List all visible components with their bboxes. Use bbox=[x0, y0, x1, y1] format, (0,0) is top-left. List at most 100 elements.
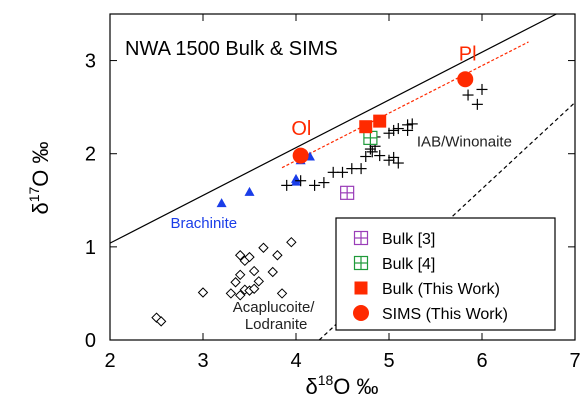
chart-title: NWA 1500 Bulk & SIMS bbox=[125, 38, 338, 60]
data-point-iab-winonaite bbox=[360, 151, 372, 163]
data-point-iab-winonaite bbox=[402, 124, 414, 136]
legend-label: SIMS (This Work) bbox=[382, 306, 508, 323]
data-point-iab-winonaite bbox=[281, 179, 293, 191]
data-point-sims-this-work bbox=[457, 71, 474, 88]
annotations: Brachinite IAB/Winonaite Acaplucoite/Lodra… bbox=[170, 44, 511, 333]
data-point-bulk-this-work bbox=[373, 114, 387, 128]
diamond-marker bbox=[230, 277, 241, 288]
diamond-marker bbox=[276, 288, 288, 299]
data-point-brachinite bbox=[216, 198, 227, 208]
data-point-iab-winonaite bbox=[406, 118, 418, 130]
square-marker bbox=[354, 281, 368, 295]
diamond-marker bbox=[225, 288, 237, 299]
data-point-acapulcoite-lodranite bbox=[258, 242, 269, 253]
data-point-bulk-this-work bbox=[359, 120, 373, 134]
data-point-iab-winonaite bbox=[309, 179, 321, 191]
legend-marker bbox=[353, 305, 369, 321]
diamond-marker bbox=[197, 287, 209, 298]
annotation-label: Ol bbox=[291, 118, 311, 140]
x-axis-label: δ18O ‰ bbox=[305, 372, 378, 399]
diamond-marker bbox=[234, 290, 246, 301]
data-point-acapulcoite-lodranite bbox=[248, 265, 260, 277]
dotted-line bbox=[281, 41, 529, 169]
data-point-sims-this-work bbox=[292, 147, 309, 164]
data-point-iab-winonaite bbox=[383, 127, 395, 139]
data-point-acapulcoite-lodranite bbox=[244, 251, 255, 263]
data-point-iab-winonaite bbox=[374, 150, 386, 162]
data-point-acapulcoite-lodranite bbox=[272, 250, 283, 261]
triangle-marker bbox=[216, 198, 227, 208]
data-point-iab-winonaite bbox=[366, 146, 378, 158]
data-point-acapulcoite-lodranite bbox=[267, 266, 278, 278]
annotation-label: Lodranite bbox=[245, 316, 308, 333]
x-tick-label: 2 bbox=[104, 350, 115, 372]
data-point-acapulcoite-lodranite bbox=[155, 316, 167, 327]
circle-marker bbox=[292, 147, 309, 164]
data-point-brachinite bbox=[244, 186, 255, 196]
data-point-iab-winonaite bbox=[364, 143, 376, 155]
legend-label: Bulk [4] bbox=[382, 256, 435, 273]
data-point-iab-winonaite bbox=[355, 163, 367, 175]
data-point-bulk-4 bbox=[363, 130, 378, 145]
data-point-iab-winonaite bbox=[388, 151, 400, 163]
data-point-bulk-3 bbox=[340, 185, 355, 200]
data-point-iab-winonaite bbox=[462, 89, 474, 101]
diamond-marker bbox=[234, 269, 246, 281]
diamond-marker bbox=[155, 316, 167, 327]
axis-ticks: 2 3 4 5 6 7 0 1 2 3 bbox=[85, 14, 581, 372]
x-tick-label: 5 bbox=[383, 350, 394, 372]
legend: Bulk [3] Bulk [4] Bulk (This Work) SIMS (Th… bbox=[335, 217, 556, 331]
diamond-marker bbox=[258, 242, 269, 253]
data-point-iab-winonaite bbox=[392, 123, 404, 135]
data-point-acapulcoite-lodranite bbox=[225, 288, 237, 299]
solid-line bbox=[110, 14, 557, 244]
y-axis-label: δ17O ‰ bbox=[26, 141, 53, 214]
data-point-iab-winonaite bbox=[388, 124, 400, 136]
x-tick-label: 4 bbox=[290, 350, 301, 372]
data-point-iab-winonaite bbox=[383, 154, 395, 166]
y-tick-label: 3 bbox=[85, 51, 96, 73]
data-points bbox=[151, 71, 488, 327]
y-tick-label: 0 bbox=[85, 330, 96, 352]
data-point-acapulcoite-lodranite bbox=[253, 276, 265, 287]
data-point-acapulcoite-lodranite bbox=[234, 250, 246, 261]
diamond-marker bbox=[267, 266, 278, 278]
x-tick-label: 6 bbox=[476, 350, 487, 372]
data-point-acapulcoite-lodranite bbox=[234, 269, 246, 281]
data-point-acapulcoite-lodranite bbox=[230, 277, 241, 288]
annotation-label: IAB/Winonaite bbox=[417, 133, 512, 150]
data-point-acapulcoite-lodranite bbox=[276, 288, 288, 299]
x-tick-label: 7 bbox=[569, 350, 580, 372]
data-point-iab-winonaite bbox=[318, 177, 330, 189]
legend-label: Bulk [3] bbox=[382, 231, 435, 248]
data-point-acapulcoite-lodranite bbox=[234, 290, 246, 301]
diamond-marker bbox=[286, 236, 297, 248]
data-point-acapulcoite-lodranite bbox=[197, 287, 209, 298]
legend-marker bbox=[353, 255, 369, 271]
annotation-label: Acaplucoite/ bbox=[233, 299, 316, 316]
y-tick-label: 2 bbox=[85, 144, 96, 166]
data-point-iab-winonaite bbox=[476, 83, 488, 95]
annotation-label: Pl bbox=[459, 44, 477, 66]
legend-box bbox=[335, 217, 556, 331]
diamond-marker bbox=[248, 283, 260, 294]
diamond-marker bbox=[253, 276, 265, 287]
data-point-iab-winonaite bbox=[392, 157, 404, 169]
circle-marker bbox=[457, 71, 474, 88]
data-point-iab-winonaite bbox=[337, 166, 348, 178]
data-point-acapulcoite-lodranite bbox=[248, 283, 260, 294]
annotation-label: Brachinite bbox=[170, 215, 237, 232]
diamond-marker bbox=[272, 250, 283, 261]
data-point-iab-winonaite bbox=[327, 166, 339, 178]
data-point-iab-winonaite bbox=[471, 98, 483, 110]
data-point-iab-winonaite bbox=[295, 175, 307, 187]
legend-label: Bulk (This Work) bbox=[382, 281, 500, 298]
legend-marker bbox=[354, 281, 368, 295]
triangle-marker bbox=[244, 186, 255, 196]
legend-marker bbox=[353, 230, 369, 246]
diamond-marker bbox=[248, 265, 260, 277]
data-point-acapulcoite-lodranite bbox=[286, 236, 297, 248]
square-marker bbox=[373, 114, 387, 128]
y-tick-label: 1 bbox=[85, 237, 96, 259]
